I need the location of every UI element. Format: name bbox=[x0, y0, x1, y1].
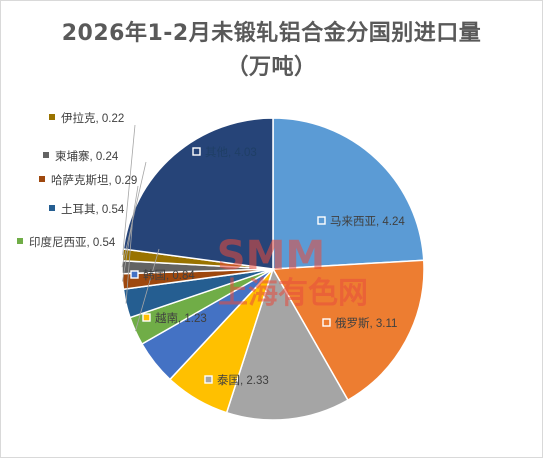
legend-key bbox=[39, 176, 45, 182]
leader-line bbox=[122, 124, 136, 255]
legend-key bbox=[49, 114, 55, 120]
data-label: 印度尼西亚, 0.54 bbox=[29, 235, 116, 249]
pie-slice bbox=[271, 259, 425, 402]
data-label: 其他, 4.03 bbox=[205, 146, 257, 159]
chart-title: 2026年1-2月未锻轧铝合金分国别进口量 bbox=[61, 21, 482, 46]
data-label: 哈萨克斯坦, 0.29 bbox=[51, 173, 137, 187]
leader-line bbox=[135, 248, 160, 332]
legend-key bbox=[317, 216, 326, 225]
data-label: 俄罗斯, 3.11 bbox=[335, 317, 397, 330]
data-label: 泰国, 2.33 bbox=[217, 373, 269, 387]
watermark-logo: SMM bbox=[217, 233, 325, 279]
data-label: 柬埔寨, 0.24 bbox=[55, 149, 119, 163]
data-label: 土耳其, 0.54 bbox=[61, 203, 125, 216]
legend-key bbox=[43, 152, 49, 158]
pie-slice bbox=[225, 267, 349, 421]
legend-key bbox=[142, 313, 151, 322]
leader-line bbox=[125, 214, 134, 304]
data-label: 越南, 1.23 bbox=[155, 311, 207, 325]
legend-key bbox=[130, 270, 139, 279]
legend-key bbox=[17, 238, 23, 244]
leader-line bbox=[122, 185, 139, 282]
watermark: SMM 上海有色网 bbox=[217, 233, 368, 311]
legend-key bbox=[322, 318, 331, 327]
legend-key bbox=[49, 205, 55, 211]
legend-key bbox=[204, 375, 213, 384]
chart-subtitle: （万吨） bbox=[226, 55, 317, 80]
data-label: 韩国, 0.84 bbox=[143, 268, 195, 282]
pie-slice bbox=[122, 117, 274, 270]
data-label: 马来西亚, 4.24 bbox=[330, 215, 405, 228]
leader-line bbox=[121, 161, 147, 268]
legend-key bbox=[192, 147, 201, 156]
pie-slice bbox=[272, 117, 425, 270]
watermark-text: 上海有色网 bbox=[218, 276, 368, 311]
data-label: 伊拉克, 0.22 bbox=[61, 111, 124, 125]
